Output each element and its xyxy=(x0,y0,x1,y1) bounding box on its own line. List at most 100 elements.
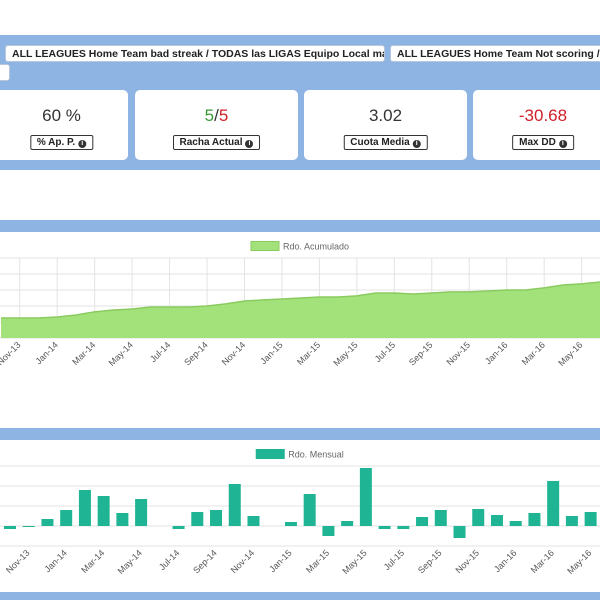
x-tick-label: Mar-16 xyxy=(529,548,556,575)
x-tick-label: Jan-14 xyxy=(42,548,69,575)
bar xyxy=(135,499,148,526)
x-tick-label: Mar-14 xyxy=(70,340,97,367)
x-tick-label: Jan-15 xyxy=(267,548,294,575)
stat-card: 3.02 Cuota Media i xyxy=(304,90,467,160)
bar xyxy=(4,526,16,529)
bar xyxy=(116,513,129,526)
area-chart: Nov-13 Jan-14 Mar-14 May-14 Jul-14 Sep-14 Nov-… xyxy=(0,241,600,368)
x-tick-label: Nov-13 xyxy=(4,548,32,576)
bar xyxy=(584,512,597,526)
area-line xyxy=(1,281,600,319)
x-tick-label: Nov-13 xyxy=(0,340,23,368)
info-icon[interactable]: i xyxy=(558,140,567,148)
x-tick-label: May-16 xyxy=(565,548,593,576)
stat-label-text: Max DD xyxy=(519,137,556,148)
legend-label: Rdo. Acumulado xyxy=(283,242,349,252)
bar xyxy=(453,526,466,538)
x-tick-label: Sep-14 xyxy=(182,340,210,368)
x-tick-label: Nov-15 xyxy=(444,340,472,368)
bar-chart: Nov-13 Jan-14 Mar-14 May-14 Jul-14 Sep-14 Nov-… xyxy=(0,449,600,576)
bar xyxy=(172,526,185,529)
x-tick-label: Mar-14 xyxy=(79,548,106,575)
section-band xyxy=(0,428,600,440)
x-tick-label: Jul-14 xyxy=(157,548,181,572)
info-icon[interactable]: i xyxy=(245,140,254,148)
streak-total: 5 xyxy=(218,106,229,125)
legend-swatch xyxy=(250,241,280,251)
streak-separator: / xyxy=(214,106,219,125)
x-tick-label: Sep-15 xyxy=(416,548,444,576)
bar xyxy=(509,521,522,526)
x-tick-label: Mar-15 xyxy=(304,548,331,575)
bar xyxy=(97,496,110,526)
bar xyxy=(547,481,560,526)
stat-label-text: % Ap. P. xyxy=(36,137,76,148)
x-tick-label: Jan-16 xyxy=(492,548,519,575)
x-tick-label: Jan-16 xyxy=(483,340,510,367)
bar xyxy=(528,513,541,526)
x-tick-label: May-14 xyxy=(107,340,135,368)
stat-card: -30.68 Max DD i xyxy=(473,90,600,160)
x-tick-label: Jul-15 xyxy=(373,340,397,364)
x-tick-label: Nov-14 xyxy=(229,548,257,576)
info-icon[interactable]: i xyxy=(78,140,87,148)
stat-label-text: Cuota Media xyxy=(350,137,410,148)
bar xyxy=(341,521,354,526)
stat-card: 60 % % Ap. P. i xyxy=(0,90,128,160)
stat-value: 3.02 xyxy=(368,106,403,125)
bar xyxy=(322,526,335,536)
x-tick-label: May-15 xyxy=(340,548,368,576)
bar xyxy=(416,517,429,526)
bar xyxy=(191,512,204,526)
bar xyxy=(228,484,241,526)
x-tick-label: Nov-14 xyxy=(220,340,248,368)
stat-value: 60 % xyxy=(42,106,81,125)
bar xyxy=(359,468,372,526)
stat-label: Racha Actual i xyxy=(172,135,261,150)
x-tick-label: May-16 xyxy=(556,340,584,368)
bar xyxy=(378,526,391,529)
bar xyxy=(565,516,578,526)
bar xyxy=(303,494,316,526)
tag[interactable] xyxy=(0,64,10,81)
x-tick-label: Jul-15 xyxy=(382,548,406,572)
bar xyxy=(41,519,54,526)
x-tick-label: May-15 xyxy=(331,340,359,368)
info-icon[interactable]: i xyxy=(412,140,421,148)
x-tick-label: Mar-16 xyxy=(520,340,547,367)
legend-swatch xyxy=(255,449,285,459)
area-fill xyxy=(1,282,600,338)
stat-value: -30.68 xyxy=(518,106,568,125)
bar xyxy=(210,510,223,526)
bar xyxy=(78,490,91,526)
legend-label: Rdo. Mensual xyxy=(288,450,344,460)
stat-label-text: Racha Actual xyxy=(179,137,243,148)
x-tick-label: Jan-14 xyxy=(33,340,60,367)
x-tick-label: Nov-15 xyxy=(453,548,481,576)
bar xyxy=(60,510,73,526)
bar xyxy=(490,515,503,526)
x-tick-label: Mar-15 xyxy=(295,340,322,367)
x-tick-label: Sep-14 xyxy=(191,548,219,576)
x-tick-label: Sep-15 xyxy=(407,340,435,368)
section-band xyxy=(0,592,600,600)
stat-label: % Ap. P. i xyxy=(29,135,94,150)
bar xyxy=(397,526,410,529)
streak-current: 5 xyxy=(204,106,215,125)
bar xyxy=(247,516,260,526)
bar xyxy=(22,526,35,527)
bar xyxy=(434,510,447,526)
stat-label: Max DD i xyxy=(512,135,574,150)
bar xyxy=(472,509,485,526)
stat-label: Cuota Media i xyxy=(343,135,428,150)
stat-card: 5/5 Racha Actual i xyxy=(135,90,298,160)
x-tick-label: Jan-15 xyxy=(258,340,285,367)
tag[interactable]: ALL LEAGUES Home Team Not scoring / TODA… xyxy=(390,45,600,62)
tag[interactable]: ALL LEAGUES Home Team bad streak / TODAS… xyxy=(5,45,385,62)
stat-value: 5/5 xyxy=(135,106,298,126)
section-band xyxy=(0,220,600,232)
x-tick-label: May-14 xyxy=(116,548,144,576)
x-tick-label: Jul-14 xyxy=(148,340,172,364)
bar xyxy=(284,522,297,526)
